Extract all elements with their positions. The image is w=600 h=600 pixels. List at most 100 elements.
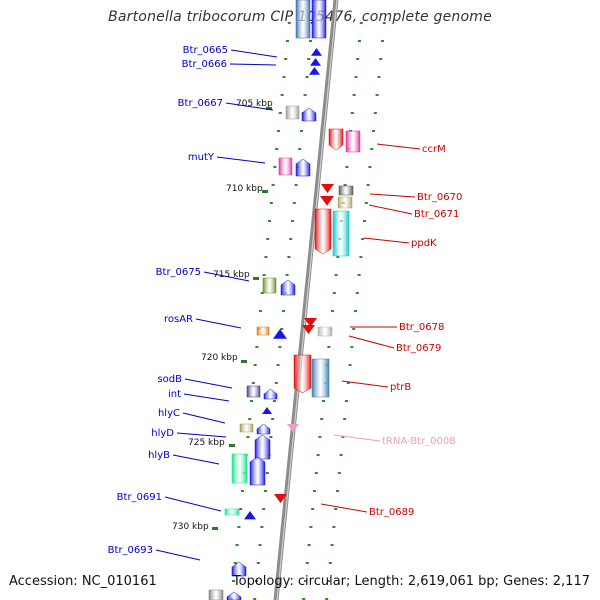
gene-label-left: Btr_0666 bbox=[182, 59, 227, 70]
scale-tick-label: 705 kbp bbox=[236, 99, 273, 109]
feature-rosar-orange bbox=[256, 326, 270, 336]
genome-stats-text: Topology: circular; Length: 2,619,061 bp… bbox=[232, 574, 590, 589]
leader-line bbox=[176, 432, 227, 438]
feature-btr0679-grey bbox=[317, 326, 333, 337]
track-dot bbox=[331, 310, 334, 312]
track-dot bbox=[304, 580, 307, 582]
feature-ccrm bbox=[345, 130, 361, 153]
backbone-line bbox=[273, 0, 339, 600]
track-dot bbox=[268, 220, 271, 222]
track-dot bbox=[343, 184, 347, 186]
track-dot bbox=[237, 526, 241, 528]
track-dot bbox=[328, 562, 332, 564]
feature-muty bbox=[295, 158, 311, 177]
track-dot bbox=[233, 562, 237, 564]
track-dot bbox=[334, 508, 338, 510]
track-dot bbox=[285, 274, 289, 276]
gene-label-right: ptrB bbox=[390, 382, 411, 393]
gene-label-left: Btr_0675 bbox=[156, 267, 201, 278]
track-dot bbox=[379, 58, 383, 60]
feature-trna bbox=[287, 424, 299, 433]
track-dot bbox=[305, 76, 309, 78]
gene-label-right: Btr_0679 bbox=[396, 343, 441, 354]
scale-tick-mark bbox=[241, 360, 247, 363]
gene-label-left: sodB bbox=[157, 374, 182, 385]
track-dot bbox=[274, 382, 278, 384]
label-leaders bbox=[155, 49, 421, 561]
track-dot bbox=[253, 598, 257, 600]
track-dot bbox=[300, 130, 303, 132]
track-dot bbox=[354, 310, 357, 312]
track-dot bbox=[280, 328, 284, 330]
feature-btr0693 bbox=[231, 561, 247, 577]
scale-tick-label: 730 kbp bbox=[172, 522, 209, 532]
track-dot bbox=[336, 256, 340, 258]
track-dot bbox=[256, 562, 260, 564]
track-dot bbox=[260, 292, 264, 294]
track-dot bbox=[235, 544, 239, 546]
leader-line bbox=[333, 434, 381, 442]
leader-line bbox=[320, 503, 368, 513]
track-dot bbox=[232, 580, 235, 582]
track-dot bbox=[350, 346, 354, 348]
track-dot bbox=[368, 166, 372, 168]
feature-hlyb-green bbox=[231, 453, 248, 484]
track-dot bbox=[269, 202, 273, 204]
track-dot bbox=[275, 148, 279, 150]
track-dot bbox=[302, 598, 306, 600]
track-dot bbox=[262, 508, 266, 510]
feature-sodb-dark bbox=[246, 385, 261, 398]
gene-label-left: hlyB bbox=[148, 450, 170, 461]
gene-label-right: tRNA-Btr_0008 bbox=[382, 436, 456, 447]
gene-label-right: Btr_0671 bbox=[414, 209, 459, 220]
track-dot bbox=[305, 562, 309, 564]
scale-tick-label: 710 kbp bbox=[226, 184, 263, 194]
leader-line bbox=[230, 49, 278, 58]
track-dot bbox=[355, 292, 359, 294]
track-dot bbox=[332, 292, 336, 294]
feature-bottom-blue bbox=[226, 591, 242, 600]
track-dot bbox=[345, 166, 349, 168]
feature-bottom-grey bbox=[208, 589, 224, 600]
feature-sodb bbox=[263, 388, 278, 400]
gene-label-left: int bbox=[168, 389, 181, 400]
track-dot bbox=[298, 148, 302, 150]
gene-label-left: rosAR bbox=[164, 314, 193, 325]
track-dot bbox=[278, 346, 282, 348]
track-dot bbox=[277, 130, 280, 132]
track-dot bbox=[246, 436, 250, 438]
leader-line bbox=[184, 378, 233, 389]
track-dot bbox=[255, 346, 259, 348]
track-dot bbox=[361, 238, 365, 240]
feature-btr0667 bbox=[301, 107, 317, 122]
gene-label-left: Btr_0665 bbox=[183, 45, 228, 56]
leader-line bbox=[195, 318, 242, 329]
feature-ccrm-red bbox=[328, 128, 344, 151]
feature-ptrb-red bbox=[293, 354, 312, 394]
track-dot bbox=[292, 202, 296, 204]
track-dot bbox=[372, 130, 375, 132]
track-dot bbox=[322, 400, 325, 402]
track-dot bbox=[381, 40, 384, 42]
feature-ptrb bbox=[311, 358, 330, 398]
feature-muty-pink bbox=[278, 157, 293, 176]
track-dot bbox=[366, 184, 370, 186]
track-dot bbox=[357, 274, 361, 276]
feature-int bbox=[262, 407, 272, 414]
feature-hlyc bbox=[256, 423, 271, 435]
track-dot bbox=[248, 418, 252, 420]
scale-tick-label: 720 kbp bbox=[201, 353, 238, 363]
track-dot bbox=[239, 508, 243, 510]
track-dot bbox=[327, 580, 330, 582]
feature-btr0666 bbox=[310, 58, 321, 66]
track-dot bbox=[330, 544, 334, 546]
feature-ppdk-red bbox=[314, 208, 332, 255]
leader-line bbox=[164, 496, 222, 512]
track-dot bbox=[352, 94, 356, 96]
leader-line bbox=[341, 380, 389, 388]
track-dot bbox=[318, 436, 322, 438]
leader-line bbox=[368, 204, 413, 215]
leader-line bbox=[363, 237, 410, 244]
track-dot bbox=[307, 544, 311, 546]
